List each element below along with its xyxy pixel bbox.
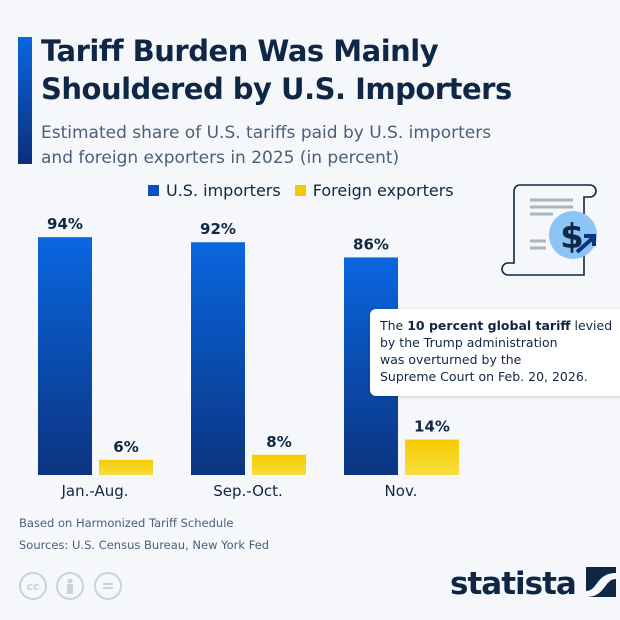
legend-swatch	[294, 185, 306, 196]
legend: U.S. importers Foreign exporters	[148, 181, 454, 200]
receipt-dollar-icon: $	[501, 184, 597, 276]
data-label: 8%	[266, 433, 291, 451]
bar-foreign-exporters	[252, 454, 306, 475]
legend-swatch	[148, 185, 159, 196]
chart-subtitle: Estimated share of U.S. tariffs paid by …	[41, 121, 491, 171]
cc-icon[interactable]: cc	[19, 572, 47, 600]
title-line: Shouldered by U.S. Importers	[41, 72, 512, 106]
bar-foreign-exporters	[405, 439, 459, 475]
subtitle-line: and foreign exporters in 2025 (in percen…	[41, 148, 400, 168]
no-derivatives-icon[interactable]	[94, 572, 122, 600]
category-label: Sep.-Oct.	[213, 482, 283, 500]
category-label: Jan.-Aug.	[60, 482, 128, 500]
bar-us-importers	[191, 242, 245, 475]
data-label: 86%	[353, 235, 389, 253]
title-accent-bar	[18, 37, 32, 164]
statista-logo[interactable]: statista	[450, 566, 616, 602]
statista-logo-icon	[585, 567, 616, 597]
annotation-box: The 10 percent global tariff levied by t…	[370, 309, 620, 396]
legend-label: Foreign exporters	[312, 181, 454, 200]
data-label: 94%	[47, 215, 83, 233]
subtitle-line: Estimated share of U.S. tariffs paid by …	[41, 123, 492, 143]
annotation-text: levied	[570, 318, 613, 333]
attribution-icon[interactable]	[56, 572, 84, 600]
chart-title: Tariff Burden Was Mainly Shouldered by U…	[41, 32, 512, 108]
annotation-text: by the Trump administration	[380, 335, 558, 350]
bar-foreign-exporters	[99, 459, 153, 475]
footer-note: Based on Harmonized Tariff Schedule	[19, 516, 234, 530]
annotation-text: was overturned by the	[380, 352, 522, 367]
data-label: 14%	[414, 418, 450, 436]
annotation-text: Supreme Court on Feb. 20, 2026.	[380, 369, 588, 384]
cc-label: cc	[26, 579, 40, 593]
footer-sources[interactable]: Sources: U.S. Census Bureau, New York Fe…	[19, 538, 270, 552]
title-line: Tariff Burden Was Mainly	[41, 34, 439, 68]
bar-us-importers	[38, 237, 92, 475]
annotation-text: The	[380, 318, 408, 333]
legend-item-importers: U.S. importers	[148, 181, 281, 200]
svg-text:$: $	[560, 217, 584, 257]
category-label: Nov.	[385, 482, 418, 500]
data-label: 6%	[113, 438, 138, 456]
data-label: 92%	[200, 220, 236, 238]
legend-label: U.S. importers	[166, 181, 281, 200]
legend-item-exporters: Foreign exporters	[294, 181, 454, 200]
annotation-bold: 10 percent global tariff	[407, 318, 571, 333]
